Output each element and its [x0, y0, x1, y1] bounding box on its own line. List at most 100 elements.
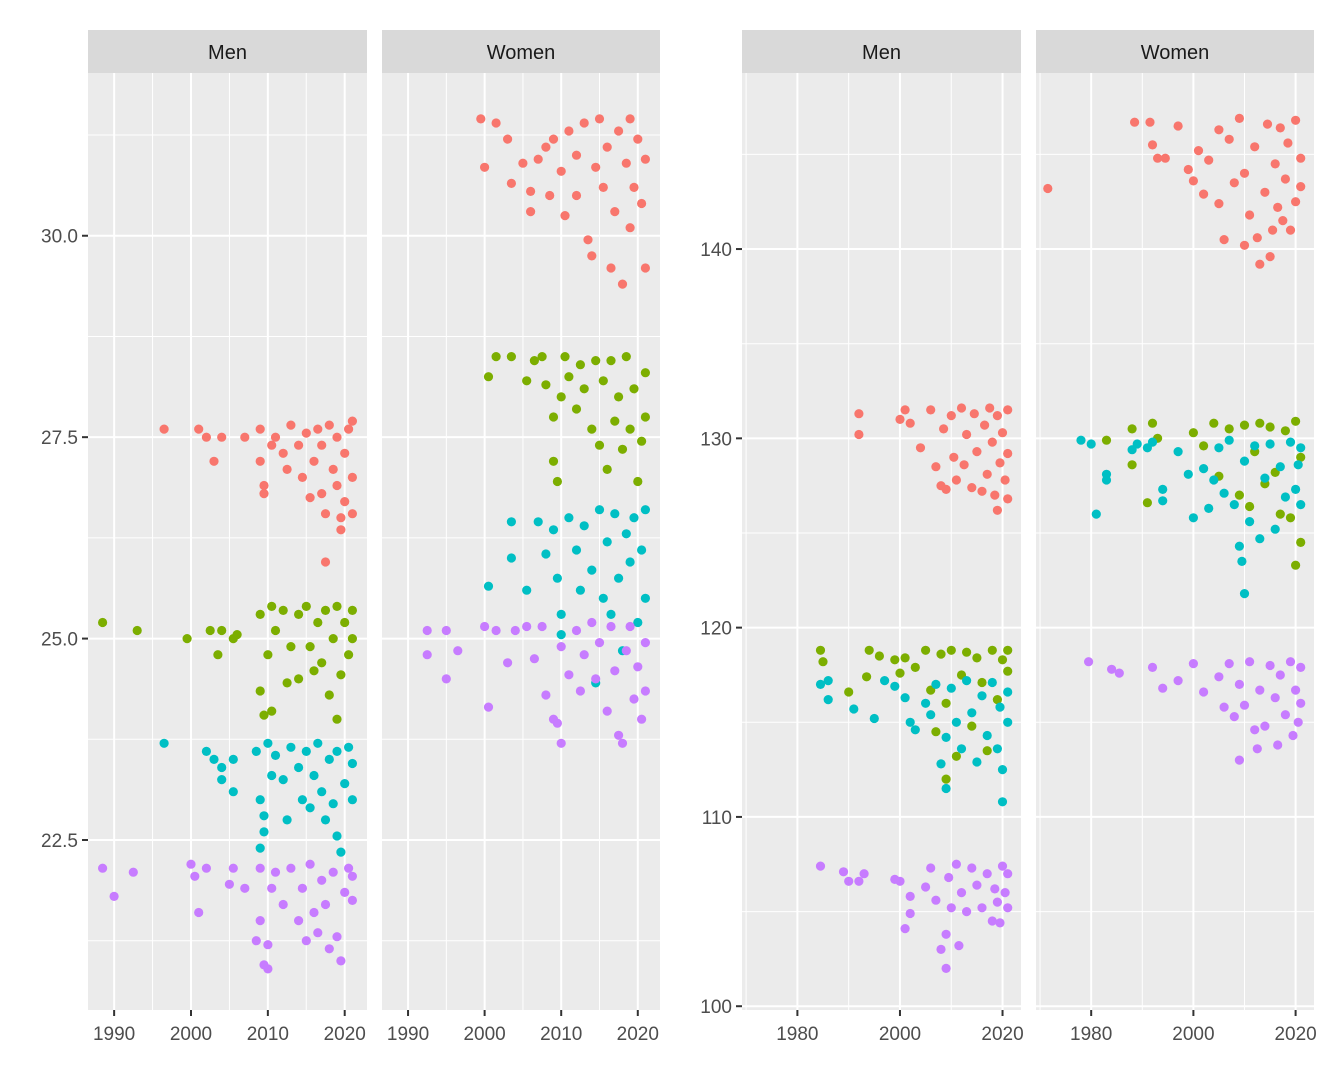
data-point [1265, 422, 1275, 432]
data-point [294, 916, 304, 926]
data-point [270, 625, 281, 636]
data-point [992, 505, 1003, 515]
data-point [992, 744, 1003, 754]
data-point [629, 513, 639, 523]
data-point [522, 621, 532, 632]
data-point [344, 742, 354, 752]
data-point [324, 420, 334, 430]
data-point [579, 650, 589, 660]
data-point [1199, 687, 1209, 697]
data-point [278, 605, 288, 616]
data-point [340, 448, 350, 458]
data-point [992, 897, 1003, 907]
series-0 [854, 403, 1013, 515]
data-point [633, 617, 643, 628]
data-point [869, 713, 879, 724]
data-point [556, 166, 566, 176]
data-point [556, 609, 566, 620]
data-point [263, 738, 273, 748]
data-point [575, 360, 586, 370]
data-point [640, 638, 651, 648]
data-point [633, 476, 643, 487]
data-point [1280, 174, 1290, 184]
data-point [267, 601, 277, 612]
data-point [336, 670, 346, 680]
data-point [294, 762, 304, 773]
data-point [1224, 659, 1234, 669]
y-tick-label: 110 [702, 808, 732, 829]
data-point [255, 686, 265, 696]
data-point [621, 529, 631, 539]
panel-men: Men 1980 2000 2020 [742, 30, 1024, 1045]
data-point [936, 944, 946, 955]
data-point [587, 565, 597, 575]
x-tick-label: 1980 [1070, 1024, 1112, 1045]
data-point [313, 617, 323, 628]
data-point [587, 617, 597, 628]
data-point [320, 509, 331, 519]
data-point [987, 677, 997, 688]
data-point [1273, 740, 1283, 750]
data-point [1147, 662, 1158, 673]
data-point [1003, 717, 1013, 727]
data-point [526, 207, 536, 217]
data-point [864, 645, 874, 655]
data-point [309, 666, 319, 676]
data-point [997, 765, 1008, 775]
data-point [980, 420, 990, 430]
data-point [890, 681, 900, 691]
data-point [931, 679, 941, 690]
data-point [571, 150, 582, 160]
data-point [309, 456, 319, 466]
data-point [1239, 240, 1250, 250]
data-point [815, 861, 826, 871]
data-point [987, 916, 997, 926]
data-point [1245, 501, 1255, 512]
data-point [476, 114, 486, 124]
data-point [640, 505, 651, 515]
data-point [859, 869, 869, 879]
data-point [1296, 698, 1306, 708]
data-point [533, 154, 543, 164]
data-point [294, 440, 304, 450]
data-point [995, 918, 1005, 928]
data-point [305, 859, 315, 869]
data-point [621, 352, 631, 362]
data-point [579, 118, 589, 128]
data-point [614, 730, 624, 740]
data-point [422, 625, 432, 636]
facet-label: Men [862, 42, 901, 64]
data-point [518, 158, 528, 168]
data-point [946, 645, 956, 655]
data-point [921, 698, 931, 708]
data-point [313, 738, 323, 748]
data-point [1239, 589, 1250, 599]
series-0 [1043, 113, 1306, 269]
data-point [347, 416, 357, 426]
data-point [956, 403, 967, 413]
data-point [1296, 153, 1306, 163]
data-point [441, 625, 451, 636]
facet-label: Men [208, 42, 247, 64]
data-point [309, 770, 319, 781]
data-point [324, 944, 334, 954]
data-point [1250, 725, 1260, 735]
data-point [259, 489, 269, 499]
data-point [491, 625, 501, 636]
data-point [320, 557, 331, 567]
data-point [1003, 448, 1013, 459]
data-point [1145, 117, 1155, 127]
data-point [997, 428, 1008, 438]
data-point [629, 182, 639, 192]
x-tick-label: 2000 [463, 1024, 505, 1045]
data-point [1250, 441, 1260, 451]
data-point [951, 717, 962, 727]
data-point [548, 134, 559, 144]
data-point [347, 472, 357, 482]
data-point [1278, 216, 1288, 226]
data-point [1130, 117, 1140, 127]
data-point [332, 932, 342, 942]
data-point [962, 907, 972, 917]
data-point [982, 730, 992, 741]
data-point [1275, 509, 1285, 519]
